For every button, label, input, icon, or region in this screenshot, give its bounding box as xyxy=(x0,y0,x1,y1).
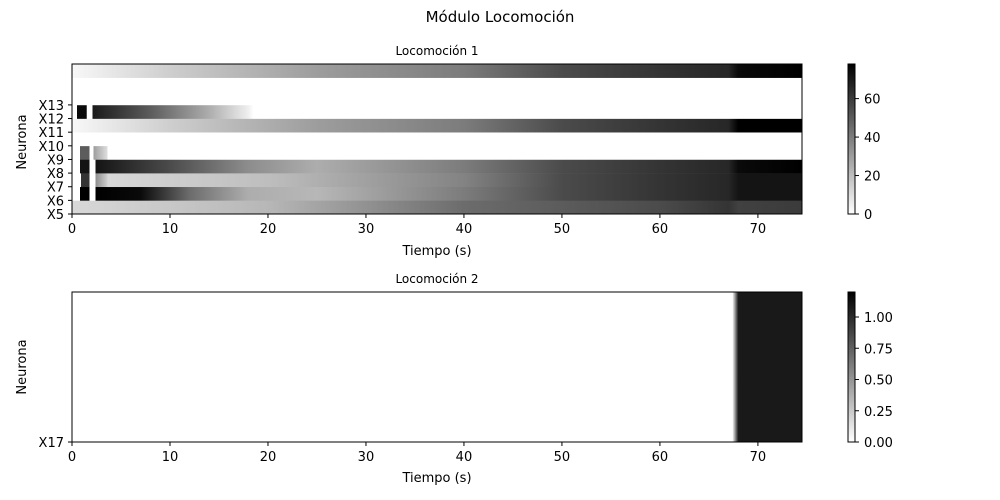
colorbar-scale xyxy=(847,63,856,215)
x-tick-label: 50 xyxy=(554,450,571,465)
x-tick-label: 40 xyxy=(456,450,473,465)
y-tick-label: X8 xyxy=(47,167,64,182)
panel-1-colorbar: 0 20 40 60 xyxy=(847,63,881,223)
panel-2-y-axis: X17 xyxy=(39,436,72,451)
panel-2-xlabel: Tiempo (s) xyxy=(401,471,471,486)
x-tick-label: 10 xyxy=(162,222,179,237)
x-tick-label: 50 xyxy=(554,222,571,237)
colorbar-tick-label: 40 xyxy=(864,131,881,146)
panel-locomocion-2: Locomoción 2 0 10 20 30 40 50 60 70 X17 Tiempo … xyxy=(15,272,893,486)
panel-2-ylabel: Neurona xyxy=(15,339,30,394)
x-tick-label: 60 xyxy=(652,450,669,465)
y-tick-label: X13 xyxy=(39,99,64,114)
x-tick-label: 10 xyxy=(162,450,179,465)
panel-2-title: Locomoción 2 xyxy=(395,272,478,286)
panel-2-colorbar: 0.00 0.25 0.50 0.75 1.00 xyxy=(847,291,893,451)
y-tick-label: X7 xyxy=(47,181,64,196)
x-tick-label: 70 xyxy=(750,222,767,237)
panel-1-frame xyxy=(71,63,803,215)
heatmap-row-x11 xyxy=(72,118,802,133)
heatmap-row-x5 xyxy=(72,200,802,215)
heatmap-row-x17 xyxy=(72,292,802,443)
panel-2-frame xyxy=(71,291,803,443)
colorbar-tick-label: 60 xyxy=(864,93,881,108)
heatmap-row-unlabeled-10 xyxy=(72,64,802,78)
heatmap-row-x8 xyxy=(72,159,802,174)
y-tick-label: X9 xyxy=(47,153,64,168)
heatmap-row-x6 xyxy=(72,186,802,201)
heatmap-row-x7 xyxy=(72,173,802,188)
y-tick-label: X17 xyxy=(39,436,64,451)
y-tick-label: X12 xyxy=(39,113,64,128)
x-tick-label: 30 xyxy=(358,450,375,465)
heatmap-row-unlabeled-9 xyxy=(72,77,802,92)
x-tick-label: 40 xyxy=(456,222,473,237)
heatmap-row-x9 xyxy=(72,145,802,160)
colorbar-tick-label: 0.25 xyxy=(864,405,893,420)
panel-1-x-axis: 0 10 20 30 40 50 60 70 xyxy=(68,214,766,237)
y-tick-label: X11 xyxy=(39,126,64,141)
x-tick-label: 0 xyxy=(68,450,76,465)
x-tick-label: 70 xyxy=(750,450,767,465)
figure-title: Módulo Locomoción xyxy=(426,8,575,26)
y-tick-label: X5 xyxy=(47,208,64,223)
panel-1-title: Locomoción 1 xyxy=(395,44,478,58)
x-tick-label: 0 xyxy=(68,222,76,237)
colorbar-tick-label: 0.75 xyxy=(864,342,893,357)
panel-1-ylabel: Neurona xyxy=(15,114,30,169)
panel-locomocion-1: Locomoción 1 0 10 20 30 40 50 60 70 X5X6X7X8X9X… xyxy=(15,44,881,259)
colorbar-scale xyxy=(847,291,856,443)
y-tick-label: X6 xyxy=(47,194,64,209)
panel-2-x-axis: 0 10 20 30 40 50 60 70 xyxy=(68,442,766,465)
panel-2-heatmap xyxy=(72,292,802,443)
heatmap-row-x13 xyxy=(72,91,802,106)
y-tick-label: X10 xyxy=(39,140,64,155)
colorbar-tick-label: 0 xyxy=(864,208,872,223)
panel-1-xlabel: Tiempo (s) xyxy=(401,244,471,259)
heatmap-row-x12 xyxy=(72,104,802,119)
colorbar-tick-label: 20 xyxy=(864,170,881,185)
colorbar-tick-label: 0.00 xyxy=(864,436,893,451)
panel-1-heatmap xyxy=(72,64,802,215)
x-tick-label: 20 xyxy=(260,222,277,237)
x-tick-label: 30 xyxy=(358,222,375,237)
colorbar-tick-label: 1.00 xyxy=(864,311,893,326)
x-tick-label: 60 xyxy=(652,222,669,237)
heatmap-row-x10 xyxy=(72,132,802,147)
colorbar-tick-label: 0.50 xyxy=(864,374,893,389)
x-tick-label: 20 xyxy=(260,450,277,465)
